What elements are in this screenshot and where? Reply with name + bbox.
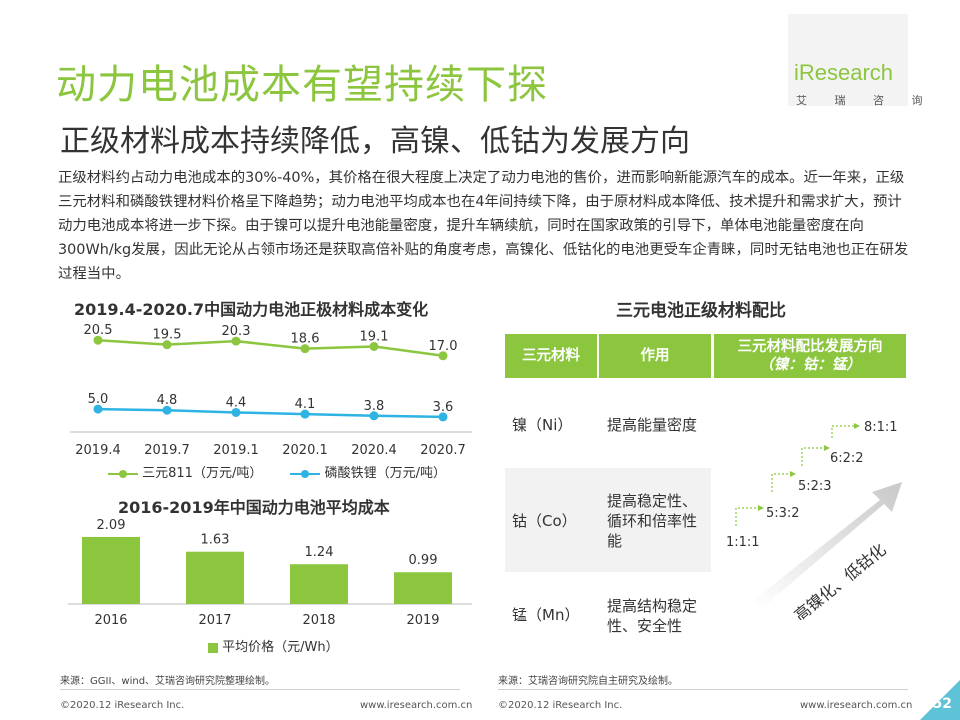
bar-category-label: 2019	[406, 613, 439, 628]
data-label: 3.8	[364, 399, 385, 414]
bar	[82, 536, 140, 604]
page-title: 动力电池成本有望持续下探	[56, 62, 548, 108]
legend-ternary-label: 三元811（万元/吨）	[142, 466, 263, 481]
bar-chart: 2.09 2016 1.63 2017 1.24 2018 0.99 2019	[68, 518, 472, 628]
header-effect: 作用	[599, 334, 711, 378]
corner-triangle	[920, 680, 960, 720]
trend-arrow	[754, 482, 902, 608]
logo-background	[788, 14, 908, 106]
row-nickel-material: 镍（Ni）	[512, 416, 573, 434]
footer-website-left: www.iresearch.com.cn	[360, 700, 473, 711]
logo-subtitle: 艾 瑞 咨 询	[796, 94, 935, 107]
series-line-0	[97, 338, 444, 358]
bar-legend-label: 平均价格（元/Wh）	[222, 640, 339, 655]
x-tick-label: 2020.4	[351, 443, 397, 458]
data-label: 20.3	[222, 324, 251, 339]
data-point	[93, 335, 103, 345]
x-tick-label: 2019.7	[144, 443, 190, 458]
data-label: 4.4	[226, 395, 247, 410]
page-number: 52	[932, 696, 952, 712]
legend-ternary: 三元811（万元/吨）	[108, 466, 266, 481]
bar-category-label: 2017	[198, 613, 231, 628]
footer-divider-right	[498, 689, 908, 690]
data-point	[162, 405, 172, 415]
data-point	[231, 407, 241, 417]
step-532: 5:3:2	[766, 506, 800, 521]
row-cobalt-material: 钴（Co）	[512, 512, 577, 530]
header-direction: 三元材料配比发展方向 （镍：钴：锰）	[714, 334, 906, 378]
header-direction-line2: （镍：钴：锰）	[759, 357, 861, 373]
data-point	[438, 351, 448, 361]
bar-value-label: 2.09	[97, 518, 126, 533]
data-label: 3.6	[433, 400, 454, 415]
data-point	[369, 341, 379, 351]
data-point	[300, 344, 310, 354]
data-label: 4.8	[157, 393, 178, 408]
legend-lfp-marker	[290, 469, 321, 478]
step-811: 8:1:1	[864, 420, 898, 435]
step-622: 6:2:2	[830, 451, 864, 466]
bar-legend-swatch	[208, 642, 218, 653]
ratio-title: 三元电池正级材料配比	[616, 301, 786, 321]
row-nickel-effect: 提高能量密度	[607, 416, 698, 434]
line-chart-title: 2019.4-2020.7中国动力电池正极材料成本变化	[74, 300, 429, 319]
data-label: 18.6	[291, 332, 320, 347]
x-tick-label: 2020.1	[282, 443, 328, 458]
ratio-staircase: 1:1:1 5:3:2 5:2:3 6:2:2 8:1:1 高镍化、低钴化	[726, 420, 902, 620]
step-arrowheads	[758, 423, 860, 511]
bar-chart-title: 2016-2019年中国动力电池平均成本	[118, 498, 390, 517]
trend-label: 高镍化、低钴化	[791, 540, 890, 620]
source-right: 来源：艾瑞咨询研究院自主研究及绘制。	[498, 676, 678, 687]
data-point	[300, 409, 310, 419]
step-connectors	[735, 425, 854, 526]
data-label: 17.0	[429, 339, 458, 354]
logo: iResearch	[794, 60, 894, 85]
row-cobalt-effect: 提高稳定性、循环和倍率性能	[607, 492, 698, 550]
bar-value-label: 1.63	[201, 533, 230, 548]
legend-lfp: 磷酸铁锂（万元/吨）	[290, 466, 446, 481]
bar-legend: 平均价格（元/Wh）	[208, 636, 339, 655]
footer-divider-left	[60, 689, 460, 690]
data-point	[231, 336, 241, 346]
bar-category-label: 2016	[94, 613, 127, 628]
legend-ternary-marker	[108, 469, 138, 478]
header-material: 三元材料	[505, 334, 597, 378]
footer-copyright-left: ©2020.12 iResearch Inc.	[60, 700, 185, 711]
data-label: 4.1	[295, 397, 316, 412]
data-label: 5.0	[88, 392, 109, 407]
data-label: 19.1	[360, 329, 389, 344]
bar-category-label: 2018	[302, 613, 335, 628]
line-legend: 三元811（万元/吨） 磷酸铁锂（万元/吨）	[108, 462, 446, 481]
bar	[290, 564, 348, 604]
step-523: 5:2:3	[798, 479, 832, 494]
footer-website-right: www.iresearch.com.cn	[800, 700, 913, 711]
data-label: 20.5	[84, 323, 113, 338]
row-manganese-material: 锰（Mn）	[512, 606, 580, 624]
bar-value-label: 0.99	[409, 553, 438, 568]
x-tick-label: 2019.1	[213, 443, 259, 458]
legend-lfp-label: 磷酸铁锂（万元/吨）	[324, 466, 447, 481]
bar	[394, 572, 452, 604]
footer-copyright-right: ©2020.12 iResearch Inc.	[498, 700, 623, 711]
row-manganese-effect: 提高结构稳定性、安全性	[607, 597, 698, 635]
x-tick-label: 2020.7	[420, 443, 466, 458]
data-point	[162, 340, 172, 350]
bar-value-label: 1.24	[305, 545, 334, 560]
data-point	[369, 411, 379, 421]
row-cobalt-bg	[505, 468, 711, 572]
series-line-1	[97, 407, 444, 419]
intro-paragraph: 正级材料约占动力电池成本的30%-40%，其价格在很大程度上决定了动力电池的售价…	[58, 170, 909, 282]
page-subtitle: 正级材料成本持续降低，高镍、低钴为发展方向	[60, 124, 690, 159]
header-direction-line1: 三元材料配比发展方向	[737, 339, 883, 355]
x-tick-label: 2019.4	[75, 443, 121, 458]
step-111: 1:1:1	[726, 535, 760, 550]
data-point	[438, 412, 448, 422]
source-left: 来源：GGII、wind、艾瑞咨询研究院整理绘制。	[60, 676, 276, 687]
bar	[186, 551, 244, 604]
line-chart: 20.5 19.5 20.3 18.6 19.1 17.0 5.0 4.8 4.4 4.1 3.8 3…	[70, 323, 472, 458]
data-label: 19.5	[153, 328, 182, 343]
data-point	[93, 404, 103, 414]
